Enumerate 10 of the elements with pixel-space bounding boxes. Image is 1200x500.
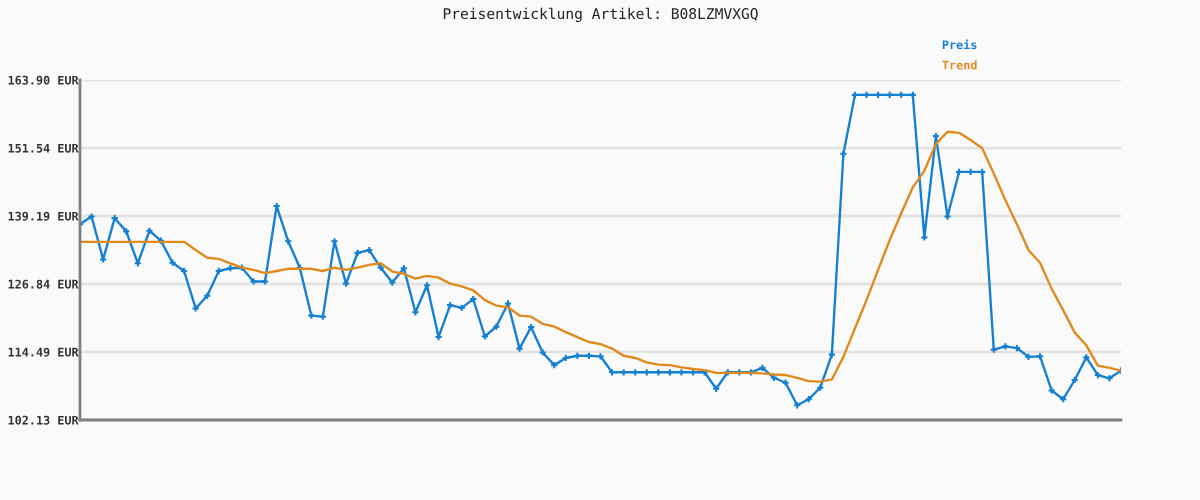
- text: Trend: [942, 60, 977, 70]
- y-tick-label: 102.13 EUR: [8, 415, 79, 425]
- y-tick-label: 139.19 EUR: [8, 211, 79, 221]
- y-tick-label: 151.54 EUR: [8, 143, 79, 153]
- line-series: [80, 130, 1121, 383]
- y-tick-label: 114.49 EUR: [8, 347, 79, 357]
- y-tick-label: 163.90 EUR: [8, 75, 79, 85]
- y-tick-label: 126.84 EUR: [8, 279, 79, 289]
- text: Preis: [942, 39, 977, 50]
- chart-title: Preisentwicklung Artikel: B08LZMVXGQ: [443, 7, 758, 23]
